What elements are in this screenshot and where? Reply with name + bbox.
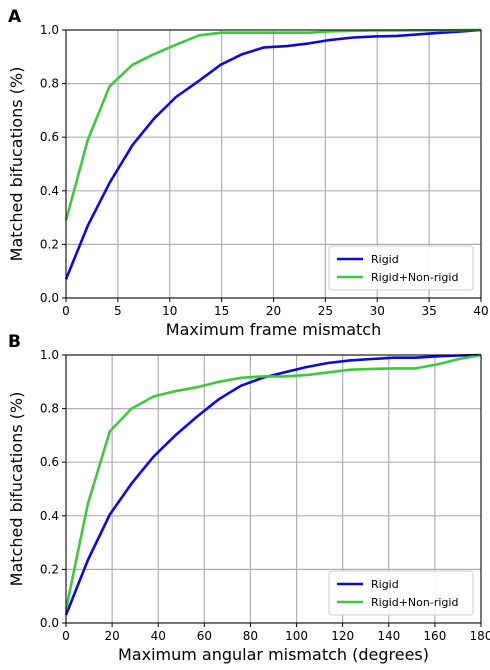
x-tick-label: 160: [423, 629, 446, 643]
x-tick-label: 0: [62, 304, 70, 318]
legend-label: Rigid+Non-rigid: [371, 271, 458, 284]
legend: Rigid Rigid+Non-rigid: [328, 245, 474, 291]
panel-letter: B: [8, 332, 21, 352]
y-tick-label: 0.4: [40, 509, 59, 523]
y-tick-label: 0.0: [40, 291, 59, 305]
panel-letter: A: [8, 7, 22, 27]
legend-label: Rigid: [371, 253, 399, 266]
legend-label: Rigid: [371, 578, 399, 591]
x-tick-label: 30: [370, 304, 385, 318]
y-axis-label: Matched bifucations (%): [7, 392, 26, 587]
x-tick-label: 80: [243, 629, 258, 643]
y-axis-label: Matched bifucations (%): [7, 67, 26, 262]
legend-box: [328, 245, 474, 291]
series-line-nonrigid: [64, 353, 482, 610]
x-axis-label: Maximum frame mismatch: [166, 320, 381, 339]
y-tick-label: 1.0: [40, 348, 59, 362]
x-tick-label: 10: [162, 304, 177, 318]
x-axis-label: Maximum angular mismatch (degrees): [118, 645, 429, 664]
legend-box: [328, 570, 474, 616]
x-tick-label: 20: [266, 304, 281, 318]
series-line-rigid: [64, 28, 482, 280]
x-tick-label: 140: [377, 629, 400, 643]
x-tick-label: 40: [473, 304, 488, 318]
x-tick-label: 120: [331, 629, 354, 643]
x-tick-label: 25: [318, 304, 333, 318]
y-tick-label: 0.6: [40, 130, 59, 144]
legend: Rigid Rigid+Non-rigid: [328, 570, 474, 616]
y-tick-label: 1.0: [40, 23, 59, 37]
x-tick-label: 60: [197, 629, 212, 643]
y-tick-label: 0.8: [40, 77, 59, 91]
chart-panel-a: A 0 5 10 15 20 25 30 35 40 0.0 0.2 0.4 0.6 0.8 1.0 Maxim…: [7, 7, 489, 339]
legend-label: Rigid+Non-rigid: [371, 596, 458, 609]
plot-frame: [65, 354, 482, 624]
x-tick-label: 100: [285, 629, 308, 643]
y-tick-label: 0.4: [40, 184, 59, 198]
y-tick-label: 0.2: [40, 562, 59, 576]
x-tick-label: 35: [421, 304, 436, 318]
x-tick-label: 20: [104, 629, 119, 643]
series-line-rigid: [64, 353, 482, 616]
x-tick-label: 40: [151, 629, 166, 643]
x-tick-label: 5: [114, 304, 122, 318]
y-tick-label: 0.2: [40, 237, 59, 251]
y-tick-label: 0.0: [40, 616, 59, 630]
x-tick-label: 180: [470, 629, 490, 643]
chart-panel-b: B 0 20 40 60 80 100 120 140 160 180 0.0 0.2 0.4 0.6 0.8…: [7, 332, 490, 664]
y-tick-label: 0.8: [40, 402, 59, 416]
x-tick-label: 15: [214, 304, 229, 318]
x-tick-label: 0: [62, 629, 70, 643]
y-tick-label: 0.6: [40, 455, 59, 469]
